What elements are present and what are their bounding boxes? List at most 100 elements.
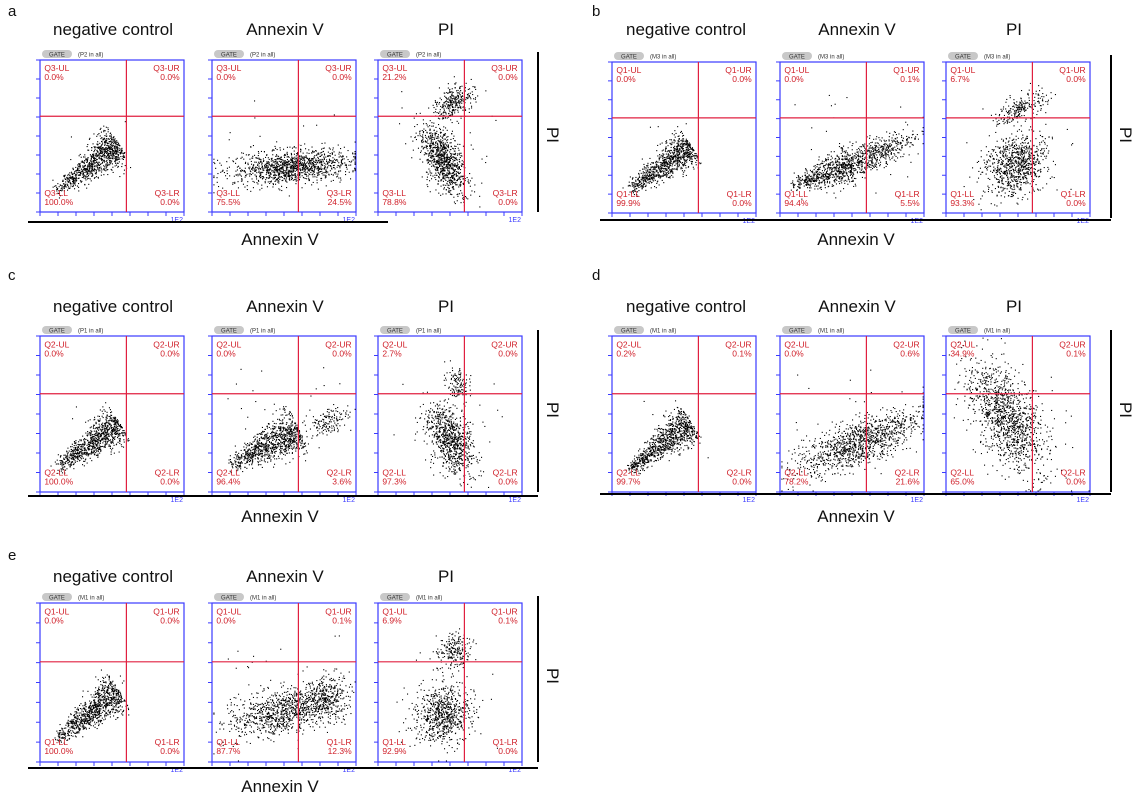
event xyxy=(429,171,430,172)
event xyxy=(278,177,279,178)
event xyxy=(85,179,86,180)
event xyxy=(863,162,864,163)
event xyxy=(666,143,667,144)
event xyxy=(296,180,297,181)
event xyxy=(682,140,683,141)
event xyxy=(470,180,471,181)
event xyxy=(279,173,280,174)
event xyxy=(213,159,214,160)
event xyxy=(265,181,266,182)
event xyxy=(324,167,325,168)
event xyxy=(266,167,267,168)
event xyxy=(112,167,113,168)
event xyxy=(468,93,469,94)
event xyxy=(341,162,342,163)
event xyxy=(286,168,287,169)
event xyxy=(461,153,462,154)
event xyxy=(250,173,251,174)
event xyxy=(294,147,295,148)
event xyxy=(647,179,648,180)
event xyxy=(436,103,437,104)
event xyxy=(451,155,452,156)
event xyxy=(247,189,248,190)
event xyxy=(694,153,695,154)
event xyxy=(214,163,215,164)
event xyxy=(687,149,688,150)
event xyxy=(443,162,444,163)
event xyxy=(236,159,237,160)
event xyxy=(261,161,262,162)
event xyxy=(68,178,69,179)
event xyxy=(687,159,688,160)
event xyxy=(903,154,904,155)
event xyxy=(420,113,421,114)
event xyxy=(226,161,227,162)
event xyxy=(674,134,675,135)
event xyxy=(671,144,672,145)
event xyxy=(654,172,655,173)
event xyxy=(666,140,667,141)
event xyxy=(898,133,899,134)
event xyxy=(295,168,296,169)
event xyxy=(242,170,243,171)
event xyxy=(801,184,802,185)
event xyxy=(459,168,460,169)
event xyxy=(328,152,329,153)
event xyxy=(443,111,444,112)
event xyxy=(253,145,254,146)
event xyxy=(116,153,117,154)
event xyxy=(441,165,442,166)
event xyxy=(70,188,71,189)
event xyxy=(878,143,879,144)
event xyxy=(256,178,257,179)
event xyxy=(82,171,83,172)
event xyxy=(832,177,833,178)
event xyxy=(107,162,108,163)
event xyxy=(115,141,116,142)
event xyxy=(94,147,95,148)
event xyxy=(440,147,441,148)
event xyxy=(318,160,319,161)
event xyxy=(466,197,467,198)
event xyxy=(317,182,318,183)
event xyxy=(456,180,457,181)
event xyxy=(663,182,664,183)
event xyxy=(447,142,448,143)
event xyxy=(280,177,281,178)
event xyxy=(70,183,71,184)
event xyxy=(656,165,657,166)
event xyxy=(106,168,107,169)
event xyxy=(433,150,434,151)
event xyxy=(104,141,105,142)
event xyxy=(295,183,296,184)
event xyxy=(821,173,822,174)
event xyxy=(89,173,90,174)
event xyxy=(67,184,68,185)
event xyxy=(682,147,683,148)
event xyxy=(651,174,652,175)
event xyxy=(440,129,441,130)
event xyxy=(432,135,433,136)
event xyxy=(460,179,461,180)
event xyxy=(432,176,433,177)
event xyxy=(660,144,661,145)
event xyxy=(435,111,436,112)
event xyxy=(279,170,280,171)
event xyxy=(450,92,451,93)
event xyxy=(646,178,647,179)
event xyxy=(327,164,328,165)
event xyxy=(300,162,301,163)
event xyxy=(294,159,295,160)
event xyxy=(819,164,820,165)
event xyxy=(344,158,345,159)
event xyxy=(114,153,115,154)
event xyxy=(305,148,306,149)
event xyxy=(281,159,282,160)
event xyxy=(284,165,285,166)
event xyxy=(246,175,247,176)
event xyxy=(428,174,429,175)
event xyxy=(417,124,418,125)
event xyxy=(322,168,323,169)
event xyxy=(123,155,124,156)
event xyxy=(666,170,667,171)
